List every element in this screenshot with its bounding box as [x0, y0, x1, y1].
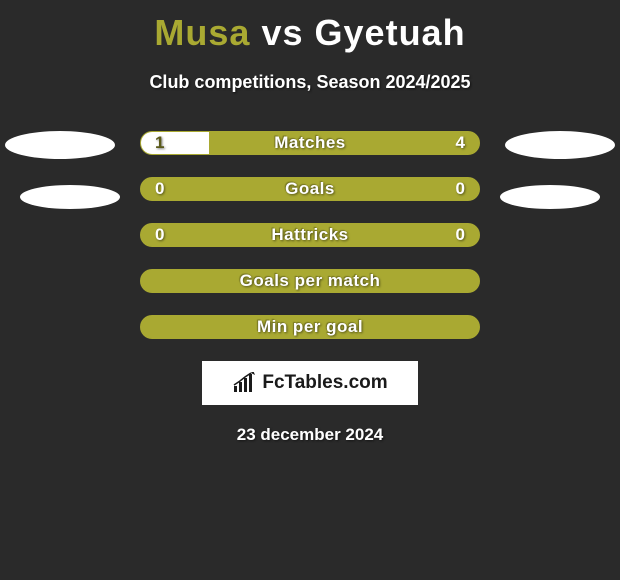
stat-bar: Matches1 4: [140, 131, 480, 155]
badge-left-top: [5, 131, 115, 159]
player-right-name: Gyetuah: [315, 12, 466, 53]
bar-label: Goals per match: [141, 270, 479, 292]
comparison-title: Musa vs Gyetuah: [0, 0, 620, 54]
date-text: 23 december 2024: [0, 425, 620, 445]
stat-bar: Min per goal: [140, 315, 480, 339]
bar-label: Min per goal: [141, 316, 479, 338]
chart-icon: [232, 372, 258, 394]
bar-label: Goals: [141, 178, 479, 200]
logo-text: FcTables.com: [262, 372, 387, 394]
title-vs: vs: [261, 12, 303, 53]
badge-right-top: [505, 131, 615, 159]
logo-box: FcTables.com: [202, 361, 418, 405]
logo-content: FcTables.com: [232, 372, 387, 394]
player-left-name: Musa: [154, 12, 250, 53]
stat-bar: Goals0 0: [140, 177, 480, 201]
bar-value-right: 4: [456, 132, 465, 154]
bar-value-right: 0: [456, 178, 465, 200]
bar-value-left: 1: [155, 132, 164, 154]
bar-value-right: 0: [456, 224, 465, 246]
badge-left-bottom: [20, 185, 120, 209]
stat-bar: Hattricks0 0: [140, 223, 480, 247]
subtitle: Club competitions, Season 2024/2025: [0, 72, 620, 93]
badge-right-bottom: [500, 185, 600, 209]
bar-value-left: 0: [155, 224, 164, 246]
stat-bar: Goals per match: [140, 269, 480, 293]
chart-area: Matches14Goals00Hattricks00Goals per mat…: [0, 131, 620, 339]
stat-bars: Matches14Goals00Hattricks00Goals per mat…: [140, 131, 480, 339]
bar-value-left: 0: [155, 178, 164, 200]
bar-label: Hattricks: [141, 224, 479, 246]
bar-label: Matches: [141, 132, 479, 154]
